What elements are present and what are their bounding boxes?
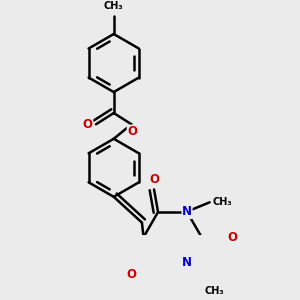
Text: CH₃: CH₃ <box>205 286 224 296</box>
Text: O: O <box>149 173 159 186</box>
Text: CH₃: CH₃ <box>213 196 233 206</box>
Text: O: O <box>126 268 136 281</box>
Text: O: O <box>227 231 237 244</box>
Text: N: N <box>182 256 192 269</box>
Text: CH₃: CH₃ <box>104 2 124 11</box>
Text: O: O <box>127 125 137 138</box>
Text: N: N <box>182 206 192 218</box>
Text: O: O <box>83 118 93 131</box>
